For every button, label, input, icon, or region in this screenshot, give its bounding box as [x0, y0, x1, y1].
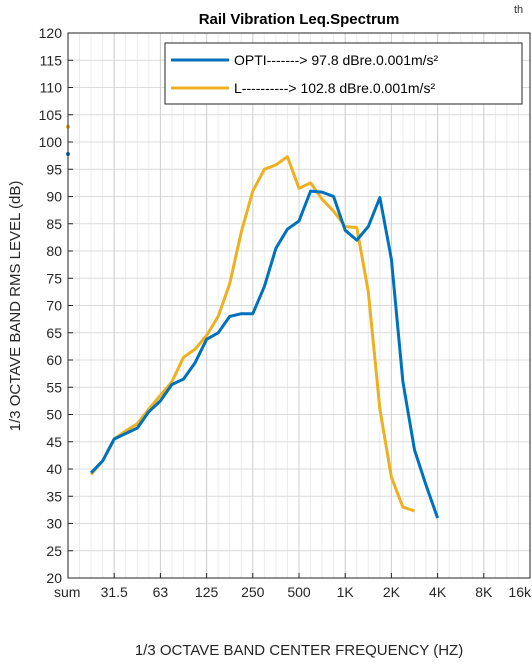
series-layer [89, 155, 440, 519]
y-tick-label: 90 [46, 189, 62, 205]
y-tick-label: 95 [46, 161, 62, 177]
y-tick-label: 45 [46, 434, 62, 450]
x-tick-label: 125 [195, 584, 219, 600]
x-tick-label: 2K [383, 584, 401, 600]
y-tick-label: 20 [46, 570, 62, 586]
y-tick-label: 85 [46, 216, 62, 232]
y-tick-label: 50 [46, 407, 62, 423]
y-tick-label: 70 [46, 298, 62, 314]
legend-label-opti: OPTI-------> 97.8 dBre.0.001m/s² [234, 52, 439, 68]
legend-label-l: L----------> 102.8 dBre.0.001m/s² [234, 80, 435, 96]
x-tick-label: 63 [153, 584, 169, 600]
x-tick-label: 4K [429, 584, 447, 600]
y-axis-label: 1/3 OCTAVE BAND RMS LEVEL (dB) [7, 181, 24, 432]
legend: OPTI-------> 97.8 dBre.0.001m/s² L------… [164, 42, 523, 105]
y-tick-label: 100 [39, 134, 63, 150]
y-tick-label: 25 [46, 543, 62, 559]
x-tick-label: 250 [241, 584, 265, 600]
x-tick-label: 500 [287, 584, 311, 600]
y-tick-label: 80 [46, 243, 62, 259]
chart-title: Rail Vibration Leq.Spectrum [199, 11, 400, 28]
x-tick-label: 8K [475, 584, 493, 600]
major-grid [67, 32, 531, 579]
x-ticks: sum 31.5 63 125 250 500 1K 2K 4K 8K 16k [54, 573, 532, 600]
x-tick-label: 1K [337, 584, 355, 600]
y-tick-label: 65 [46, 325, 62, 341]
y-tick-label: 60 [46, 352, 62, 368]
x-axis-label: 1/3 OCTAVE BAND CENTER FREQUENCY (HZ) [135, 642, 463, 659]
y-tick-label: 40 [46, 461, 62, 477]
y-tick-label: 35 [46, 488, 62, 504]
y-tick-label: 105 [39, 107, 63, 123]
y-tick-label: 120 [39, 25, 63, 41]
y-tick-label: 115 [40, 52, 63, 68]
legend-box [164, 42, 523, 105]
series-line-l [89, 155, 415, 513]
y-tick-label: 30 [46, 516, 62, 532]
corner-text: th [514, 4, 523, 16]
x-tick-label: 31.5 [101, 584, 128, 600]
y-ticks: 20 25 30 35 40 45 50 55 60 65 70 75 80 85 90 95 100 105 11… [39, 25, 73, 586]
x-tick-label: 16k [508, 584, 532, 600]
series-line-opti [90, 189, 440, 519]
y-tick-label: 75 [46, 270, 62, 286]
y-tick-label: 55 [46, 379, 62, 395]
x-tick-label: sum [54, 584, 80, 600]
y-tick-label: 110 [40, 80, 63, 96]
